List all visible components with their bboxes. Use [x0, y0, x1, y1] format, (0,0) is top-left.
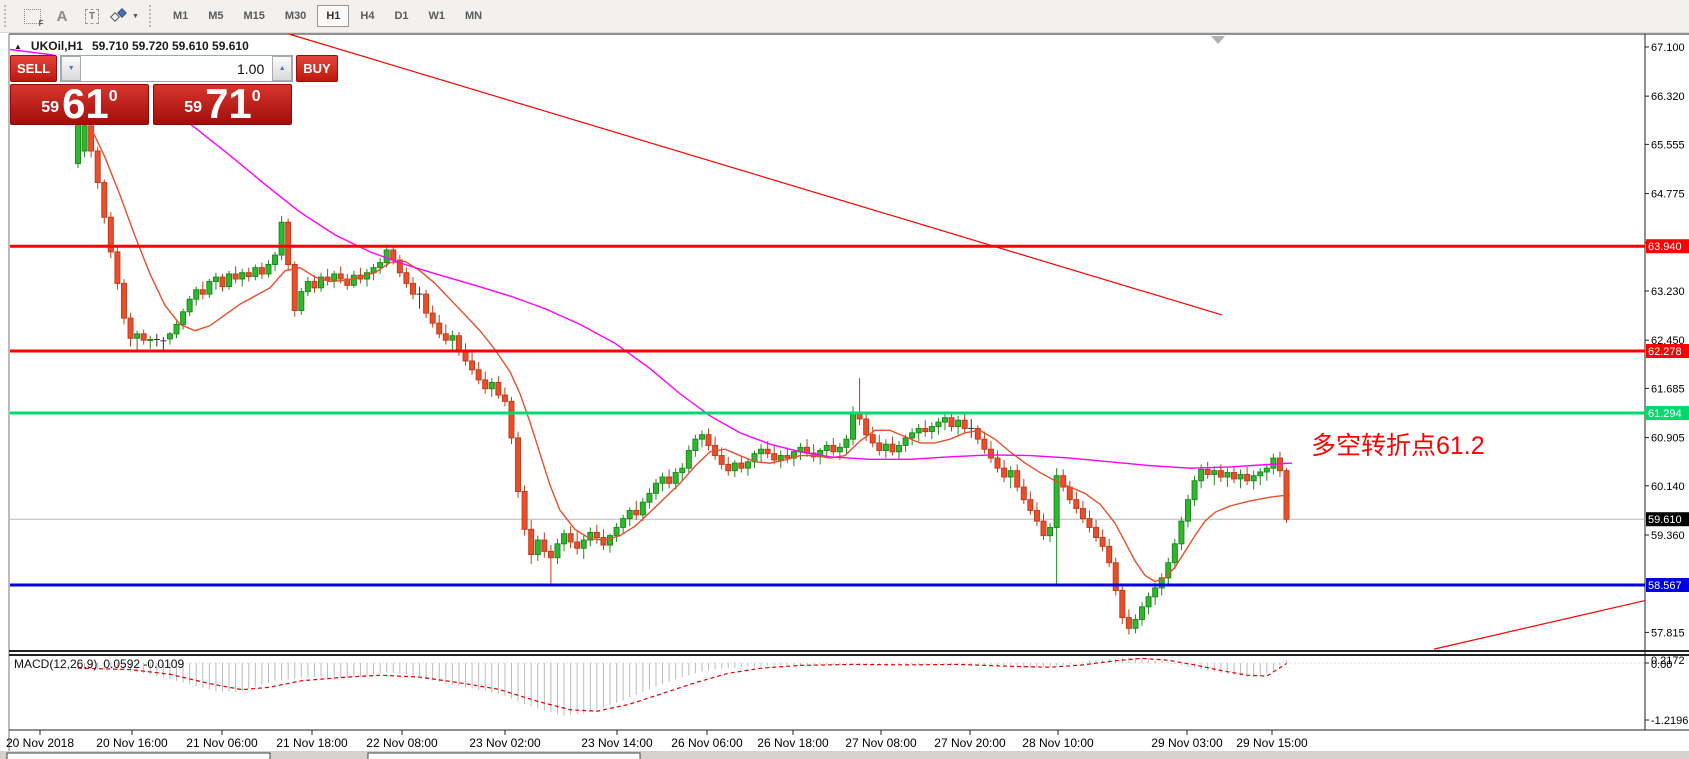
svg-text:0.00: 0.00 — [1651, 659, 1672, 671]
symbol-name: UKOil,H1 — [30, 39, 83, 53]
trendline-2 — [1433, 599, 1646, 650]
svg-text:29 Nov 03:00: 29 Nov 03:00 — [1151, 736, 1223, 750]
svg-text:26 Nov 06:00: 26 Nov 06:00 — [671, 736, 743, 750]
horizontal-lines[interactable] — [10, 244, 1645, 587]
timeframe-m30-button[interactable]: M30 — [276, 5, 315, 27]
svg-text:66.320: 66.320 — [1651, 91, 1685, 103]
svg-text:29 Nov 15:00: 29 Nov 15:00 — [1236, 736, 1308, 750]
timeframe-w1-button[interactable]: W1 — [420, 5, 455, 27]
svg-text:20 Nov 16:00: 20 Nov 16:00 — [96, 736, 168, 750]
svg-text:59.360: 59.360 — [1651, 530, 1685, 542]
candles-layer — [75, 117, 1290, 635]
timeframe-m15-button[interactable]: M15 — [235, 5, 274, 27]
svg-text:27 Nov 20:00: 27 Nov 20:00 — [934, 736, 1006, 750]
chart-tabs-strip[interactable] — [0, 751, 1689, 759]
chart-frame — [8, 33, 1689, 751]
pointer-grid-icon: F — [23, 8, 44, 28]
svg-text:59.610: 59.610 — [1648, 514, 1682, 526]
svg-text:20 Nov 2018: 20 Nov 2018 — [6, 736, 74, 750]
macd-pane — [10, 657, 1645, 716]
buy-button[interactable]: BUY — [296, 55, 338, 82]
macd-values: 0.0592 -0.0109 — [103, 657, 185, 671]
svg-text:0.2172: 0.2172 — [1651, 655, 1685, 667]
svg-text:22 Nov 08:00: 22 Nov 08:00 — [366, 736, 438, 750]
ma-fast-line — [89, 125, 1291, 583]
chevron-down-icon: ▼ — [132, 12, 139, 20]
svg-text:62.278: 62.278 — [1648, 346, 1682, 358]
svg-text:61.685: 61.685 — [1651, 383, 1685, 395]
text-label-tool-button[interactable]: A — [48, 3, 76, 29]
timeframe-mn-button[interactable]: MN — [456, 5, 491, 27]
shapes-tool-button[interactable]: ▼ — [108, 3, 140, 29]
sell-button[interactable]: SELL — [10, 55, 58, 82]
volume-decrease-button[interactable]: ▼ — [61, 56, 82, 81]
svg-text:28 Nov 10:00: 28 Nov 10:00 — [1022, 736, 1094, 750]
svg-text:57.815: 57.815 — [1651, 627, 1685, 639]
price-axis[interactable]: 67.10066.32065.55564.77563.99563.23062.4… — [1645, 42, 1685, 639]
svg-text:65.555: 65.555 — [1651, 139, 1685, 151]
time-axis[interactable]: 20 Nov 2018 20 Nov 16:00 21 Nov 06:00 21 No… — [6, 730, 1308, 750]
chart-tab — [367, 752, 641, 759]
svg-text:27 Nov 08:00: 27 Nov 08:00 — [845, 736, 917, 750]
svg-text:21 Nov 06:00: 21 Nov 06:00 — [186, 736, 258, 750]
triangle-down-icon: ▼ — [67, 65, 75, 72]
svg-text:63.940: 63.940 — [1648, 241, 1682, 253]
letter-a-icon: A — [56, 7, 68, 25]
svg-text:60.140: 60.140 — [1651, 481, 1685, 493]
chart-tab — [6, 752, 271, 759]
macd-name: MACD(12,26,9) — [14, 657, 98, 671]
timeframe-h4-button[interactable]: H4 — [351, 5, 383, 27]
volume-input[interactable] — [81, 56, 273, 81]
sell-price-pips: 61 — [62, 79, 109, 127]
triangle-up-icon: ▲ — [278, 65, 286, 72]
svg-text:58.567: 58.567 — [1648, 580, 1682, 592]
svg-text:60.905: 60.905 — [1651, 433, 1685, 445]
timeframe-m5-button[interactable]: M5 — [199, 5, 232, 27]
macd-signal-line — [77, 657, 1287, 712]
svg-text:21 Nov 18:00: 21 Nov 18:00 — [276, 736, 348, 750]
shapes-icon — [110, 8, 127, 22]
timeframe-m1-button[interactable]: M1 — [164, 5, 197, 27]
sell-price-point: 0 — [108, 88, 118, 105]
svg-text:63.230: 63.230 — [1651, 286, 1685, 298]
buy-price-point: 0 — [251, 88, 261, 105]
volume-stepper: ▼ ▲ — [60, 55, 294, 82]
trendlines[interactable] — [287, 33, 1646, 650]
symbol-info-bar: ▲ UKOil,H1 59.710 59.720 59.610 59.610 — [14, 39, 249, 53]
svg-text:67.100: 67.100 — [1651, 42, 1685, 54]
svg-text:61.294: 61.294 — [1648, 408, 1682, 420]
collapse-triangle-icon[interactable]: ▲ — [14, 41, 22, 51]
macd-indicator-label: MACD(12,26,9) 0.0592 -0.0109 — [14, 657, 184, 671]
boxed-t-icon: T — [84, 8, 100, 24]
sell-price-major: 59 — [41, 99, 60, 116]
svg-text:26 Nov 18:00: 26 Nov 18:00 — [757, 736, 829, 750]
svg-text:23 Nov 02:00: 23 Nov 02:00 — [469, 736, 541, 750]
moving-averages — [9, 48, 1293, 583]
toolbar: F A T ▼ M1 M5 M15 M30 H1 H4 D1 W1 MN — [0, 0, 1689, 33]
text-box-tool-button[interactable]: T — [78, 3, 106, 29]
timeframe-d1-button[interactable]: D1 — [385, 5, 417, 27]
sell-price-display[interactable]: 59 61 0 — [10, 79, 149, 127]
svg-text:64.775: 64.775 — [1651, 189, 1685, 201]
svg-text:-1.2196: -1.2196 — [1651, 715, 1688, 727]
price-badges: 63.940 62.278 61.294 58.567 59.610 — [1646, 239, 1689, 592]
svg-text:23 Nov 14:00: 23 Nov 14:00 — [581, 736, 653, 750]
toolbar-drag-handle[interactable] — [4, 5, 13, 27]
toolbar-separator — [148, 5, 157, 27]
volume-increase-button[interactable]: ▲ — [272, 56, 293, 81]
symbol-ohlc-values: 59.710 59.720 59.610 59.610 — [91, 39, 249, 53]
chart-shift-marker-icon — [1211, 36, 1225, 44]
buy-price-major: 59 — [184, 99, 203, 116]
chart-text-annotation[interactable]: 多空转折点61.2 — [1311, 432, 1485, 460]
pointer-grid-tool-button[interactable]: F — [18, 3, 46, 29]
buy-price-pips: 71 — [205, 79, 252, 127]
trendline-1 — [287, 33, 1223, 316]
buy-price-display[interactable]: 59 71 0 — [153, 79, 292, 127]
ma-slow-line — [9, 48, 1293, 469]
timeframe-h1-button[interactable]: H1 — [317, 5, 350, 27]
